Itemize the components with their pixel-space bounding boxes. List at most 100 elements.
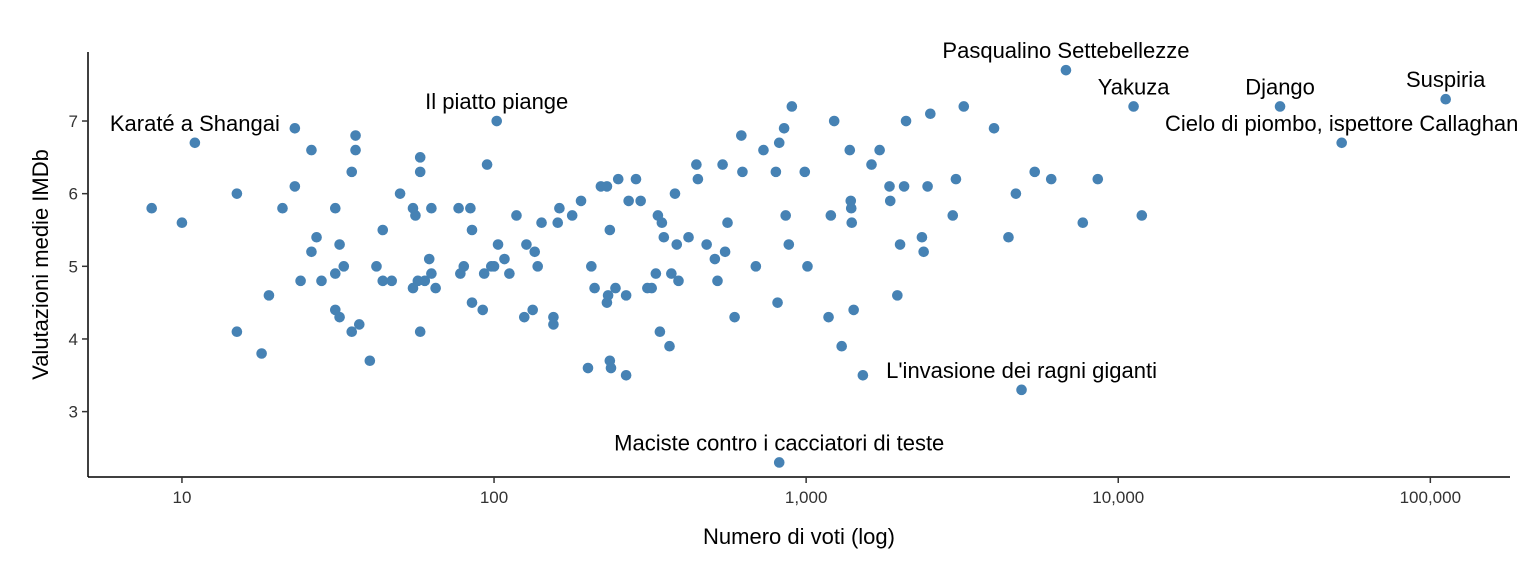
data-point <box>605 362 617 374</box>
data-point <box>277 202 288 214</box>
data-point <box>453 202 464 214</box>
data-point <box>950 173 962 185</box>
data-point <box>866 159 877 170</box>
data-point <box>658 231 670 243</box>
data-point <box>1092 173 1104 185</box>
data-point <box>504 268 515 279</box>
data-point <box>722 217 733 229</box>
data-point <box>536 217 547 229</box>
data-point <box>338 261 350 272</box>
data-point <box>691 159 702 170</box>
data-point <box>729 311 740 323</box>
data-point <box>664 340 675 352</box>
data-point <box>589 282 600 294</box>
data-point <box>845 202 857 214</box>
data-point <box>778 122 790 134</box>
data-point <box>552 217 564 229</box>
data-point <box>922 181 933 192</box>
data-point <box>770 166 782 178</box>
data-points <box>146 64 1451 468</box>
data-point <box>334 239 345 250</box>
data-point <box>386 275 398 287</box>
data-point <box>666 268 677 279</box>
data-point <box>548 319 559 330</box>
y-tick-label: 5 <box>69 257 78 276</box>
data-point <box>481 159 493 170</box>
y-ticks: 3 4 5 6 7 <box>69 112 88 422</box>
data-point <box>477 304 489 316</box>
data-point <box>146 202 158 214</box>
data-point <box>414 152 426 163</box>
data-point <box>532 261 544 272</box>
data-point <box>712 275 723 287</box>
data-point <box>306 246 317 258</box>
data-point <box>799 166 811 178</box>
data-point <box>925 108 936 120</box>
data-point <box>783 239 795 250</box>
data-point <box>1010 188 1022 199</box>
y-tick-label: 3 <box>69 403 78 422</box>
data-point <box>874 144 885 156</box>
y-axis-title: Valutazioni medie IMDb <box>28 149 53 380</box>
data-point <box>419 275 431 287</box>
data-point <box>701 239 712 250</box>
data-point <box>772 297 783 308</box>
data-point <box>823 311 834 323</box>
data-point <box>656 217 668 229</box>
data-point <box>430 282 441 294</box>
data-point <box>330 202 341 214</box>
data-point <box>673 275 684 287</box>
data-point <box>846 217 858 229</box>
data-point <box>458 261 470 272</box>
data-point <box>612 173 624 185</box>
data-point <box>582 362 594 374</box>
data-point <box>1016 384 1027 396</box>
data-point <box>758 144 769 156</box>
data-point <box>1003 231 1014 243</box>
data-point <box>848 304 859 316</box>
data-point <box>1274 101 1286 112</box>
x-tick-label: 10 <box>172 488 191 507</box>
x-axis-title: Numero di voti (log) <box>703 524 895 549</box>
data-point <box>353 319 365 330</box>
data-point <box>499 253 510 265</box>
axes: 10 100 1,000 10,000 100,000 3 4 5 6 7 <box>69 52 1510 507</box>
annotation-label: L'invasione dei ragni giganti <box>886 358 1157 383</box>
data-point <box>548 311 559 323</box>
annotation-label: Il piatto piange <box>425 89 568 114</box>
data-point <box>414 166 426 178</box>
data-point <box>377 275 389 287</box>
data-point <box>306 144 317 156</box>
data-point <box>586 261 597 272</box>
data-point <box>554 202 565 214</box>
data-point <box>491 115 503 127</box>
data-point <box>1440 93 1451 105</box>
data-point <box>414 326 426 338</box>
annotations: Pasqualino Settebellezze Django Suspiria Il… <box>110 38 1519 455</box>
data-point <box>492 239 504 250</box>
data-point <box>231 188 243 199</box>
data-point <box>780 210 791 221</box>
data-point <box>1045 173 1057 185</box>
data-point <box>289 181 301 192</box>
data-point <box>773 137 785 149</box>
data-point <box>623 195 634 207</box>
data-point <box>947 210 959 221</box>
data-point <box>295 275 306 287</box>
data-point <box>527 304 538 316</box>
data-point <box>1060 64 1072 76</box>
data-point <box>988 122 1000 134</box>
x-tick-label: 100,000 <box>1400 488 1461 507</box>
data-point <box>692 173 704 185</box>
data-point <box>719 246 731 258</box>
data-point <box>423 253 435 265</box>
data-point <box>289 122 301 134</box>
data-point <box>654 326 666 338</box>
data-point <box>737 166 748 178</box>
data-point <box>426 268 437 279</box>
data-point <box>316 275 327 287</box>
y-tick-label: 4 <box>69 330 78 349</box>
data-point <box>828 115 840 127</box>
y-tick-label: 7 <box>69 112 78 131</box>
